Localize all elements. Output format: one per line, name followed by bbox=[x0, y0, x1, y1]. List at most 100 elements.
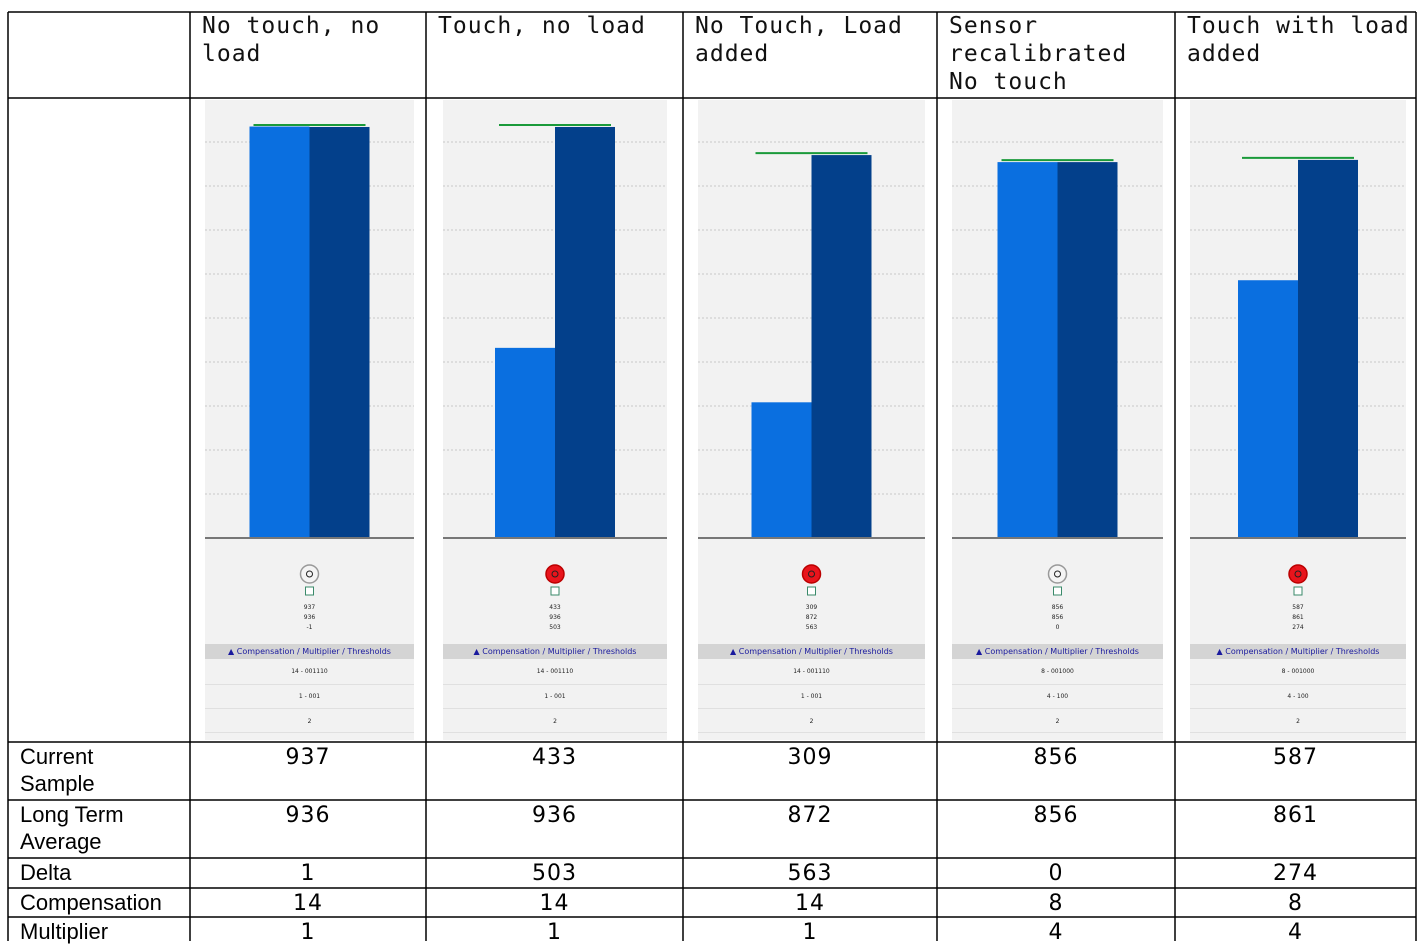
row-label: Compensation bbox=[20, 890, 162, 915]
table-cell-value: 1 bbox=[802, 920, 818, 945]
panel-sub-value: 2 bbox=[307, 718, 312, 725]
red-circle-icon bbox=[1288, 564, 1308, 584]
compensation-bar[interactable]: ▲ Compensation / Multiplier / Thresholds bbox=[205, 644, 414, 659]
table-cell-value: 14 bbox=[795, 891, 825, 916]
compensation-bar[interactable]: ▲ Compensation / Multiplier / Thresholds bbox=[1190, 644, 1406, 659]
sub-row-divider bbox=[443, 732, 667, 733]
sub-row-divider bbox=[205, 732, 414, 733]
column-header: Touch with load added bbox=[1187, 13, 1410, 67]
row-label: Delta bbox=[20, 860, 72, 885]
panel-sub-value: 14 - 001110 bbox=[291, 668, 328, 675]
sub-row-divider bbox=[952, 708, 1163, 709]
panel-sub-value: 2 bbox=[1296, 718, 1300, 725]
panel-mini-value: 861 bbox=[1292, 614, 1304, 621]
status-icon-inner bbox=[1054, 570, 1061, 578]
panel-mini-value: -1 bbox=[307, 624, 313, 631]
panel-sub-value: 2 bbox=[553, 718, 557, 725]
sub-row-divider bbox=[952, 732, 1163, 733]
table-cell-value: 587 bbox=[1273, 745, 1318, 770]
table-cell-value: 1 bbox=[300, 920, 316, 945]
bar-long-term-average bbox=[309, 126, 370, 538]
checkbox-icon[interactable] bbox=[807, 586, 816, 596]
table-cell-value: 433 bbox=[532, 745, 577, 770]
collapse-triangle-icon: ▲ bbox=[228, 647, 237, 656]
bar-long-term-average bbox=[811, 155, 872, 538]
compensation-bar[interactable]: ▲ Compensation / Multiplier / Thresholds bbox=[698, 644, 925, 659]
table-cell-value: 503 bbox=[532, 861, 577, 886]
sub-row-divider bbox=[205, 684, 414, 685]
bar-long-term-average bbox=[1057, 162, 1118, 538]
bar-chart: 587 861 274 bbox=[1190, 141, 1406, 631]
bar-chart: 937 936 -1 bbox=[205, 123, 414, 631]
bar-current-sample bbox=[495, 347, 555, 538]
bar-chart: 309 872 563 bbox=[698, 141, 925, 631]
sub-row-divider bbox=[205, 708, 414, 709]
collapse-triangle-icon: ▲ bbox=[730, 647, 739, 656]
table-cell-value: 936 bbox=[285, 803, 331, 828]
sub-row-divider bbox=[1190, 708, 1406, 709]
sub-row-divider bbox=[1190, 684, 1406, 685]
table-cell-value: 14 bbox=[293, 891, 323, 916]
sub-row-divider bbox=[952, 684, 1163, 685]
table-cell-value: 856 bbox=[1033, 803, 1079, 828]
chart-panel: 856 856 0 ▲ Compensation / Multiplier / Thr… bbox=[952, 100, 1163, 740]
panel-sub-value: 1 - 001 bbox=[298, 693, 321, 700]
status-icon-inner bbox=[306, 570, 313, 578]
table-cell-value: 563 bbox=[787, 861, 833, 886]
red-circle-icon bbox=[545, 564, 565, 584]
compensation-bar-label: Compensation / Multiplier / Thresholds bbox=[984, 647, 1139, 656]
panel-sub-value: 4 - 100 bbox=[1046, 693, 1069, 700]
compensation-bar[interactable]: ▲ Compensation / Multiplier / Thresholds bbox=[952, 644, 1163, 659]
chart-panel: 433 936 503 ▲ Compensation / Multiplier / T… bbox=[443, 100, 667, 740]
gray-circle-icon bbox=[299, 564, 320, 584]
bar-long-term-average bbox=[555, 126, 615, 538]
panel-sub-value: 8 - 001000 bbox=[1041, 668, 1074, 675]
gray-circle-icon bbox=[1047, 564, 1068, 584]
table-cell-value: 872 bbox=[787, 803, 833, 828]
checkbox-icon[interactable] bbox=[1053, 586, 1062, 596]
panel-sub-value: 2 bbox=[1055, 718, 1060, 725]
sub-row-divider bbox=[1190, 732, 1406, 733]
table-cell-value: 309 bbox=[787, 745, 833, 770]
checkbox-icon[interactable] bbox=[1293, 586, 1303, 596]
collapse-triangle-icon: ▲ bbox=[1216, 647, 1226, 656]
row-label: Long Term Average bbox=[20, 802, 124, 854]
panel-sub-value: 4 - 100 bbox=[1287, 693, 1309, 700]
panel-mini-value: 856 bbox=[1052, 614, 1064, 621]
table-cell-value: 4 bbox=[1288, 920, 1303, 945]
table-cell-value: 0 bbox=[1048, 861, 1064, 886]
compensation-bar[interactable]: ▲ Compensation / Multiplier / Thresholds bbox=[443, 644, 667, 659]
chart-panel: 309 872 563 ▲ Compensation / Multiplier / T… bbox=[698, 100, 925, 740]
bar-chart: 856 856 0 bbox=[952, 141, 1163, 631]
compensation-bar-label: Compensation / Multiplier / Thresholds bbox=[1225, 647, 1380, 656]
table-cell-value: 8 bbox=[1048, 891, 1064, 916]
row-label: Multiplier bbox=[20, 919, 109, 944]
checkbox-icon[interactable] bbox=[550, 586, 560, 596]
panel-mini-value: 937 bbox=[304, 604, 316, 611]
panel-sub-value: 1 - 001 bbox=[800, 693, 823, 700]
compensation-bar-label: Compensation / Multiplier / Thresholds bbox=[236, 647, 391, 656]
table-cell-value: 8 bbox=[1288, 891, 1303, 916]
status-icon-inner bbox=[808, 570, 815, 578]
panel-mini-value: 936 bbox=[304, 614, 316, 621]
sub-row-divider bbox=[698, 708, 925, 709]
checkbox-icon[interactable] bbox=[305, 586, 314, 596]
collapse-triangle-icon: ▲ bbox=[473, 647, 483, 656]
table-cell-value: 937 bbox=[285, 745, 331, 770]
chart-panel: 587 861 274 ▲ Compensation / Multiplier / T… bbox=[1190, 100, 1406, 740]
red-circle-icon bbox=[801, 564, 822, 584]
collapse-triangle-icon: ▲ bbox=[976, 647, 985, 656]
compensation-bar-label: Compensation / Multiplier / Thresholds bbox=[482, 647, 637, 656]
panel-mini-value: 856 bbox=[1052, 604, 1064, 611]
table-cell-value: 274 bbox=[1273, 861, 1318, 886]
table-cell-value: 861 bbox=[1273, 803, 1318, 828]
panel-mini-value: 433 bbox=[549, 604, 561, 611]
row-label: Current Sample bbox=[20, 744, 95, 796]
table-cell-value: 14 bbox=[539, 891, 570, 916]
table-cell-value: 856 bbox=[1033, 745, 1079, 770]
panel-mini-value: 936 bbox=[549, 614, 561, 621]
panel-mini-value: 309 bbox=[806, 604, 818, 611]
sub-row-divider bbox=[443, 684, 667, 685]
sub-row-divider bbox=[443, 708, 667, 709]
